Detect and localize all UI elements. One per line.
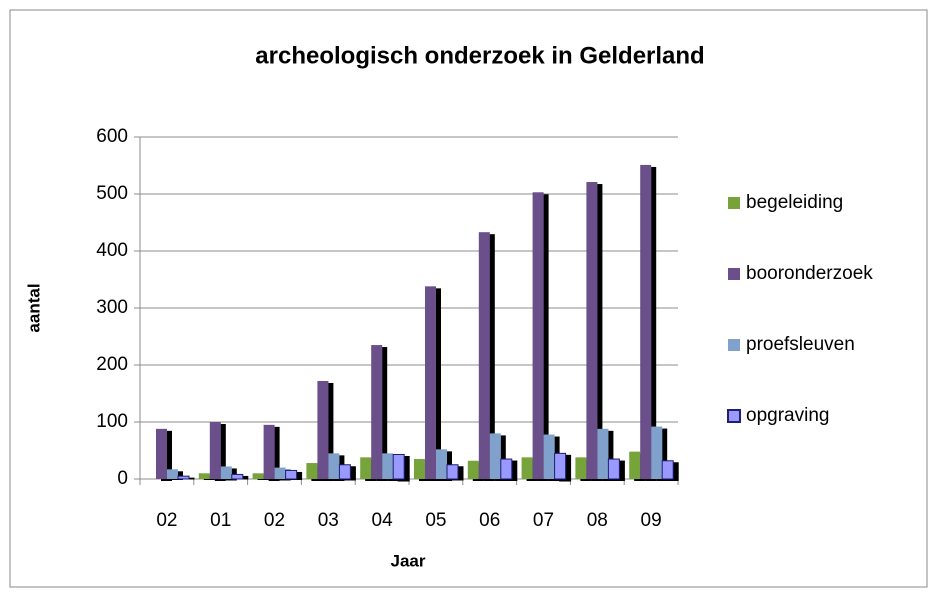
bar [467, 460, 479, 479]
bar [446, 464, 459, 480]
bar [263, 424, 275, 479]
bar [252, 473, 264, 479]
legend-label: begeleiding [746, 192, 843, 213]
bar [328, 453, 340, 479]
legend-swatch [727, 409, 741, 423]
bar [597, 428, 609, 479]
y-tick-label: 400 [96, 240, 128, 261]
bar [436, 449, 447, 479]
y-tick-label: 100 [96, 411, 128, 432]
bar [317, 380, 329, 479]
bar [220, 466, 232, 479]
y-tick-label: 500 [96, 183, 128, 204]
y-tick-label: 300 [96, 297, 128, 318]
bar [629, 451, 641, 479]
bar [651, 426, 663, 479]
bar [338, 464, 351, 480]
bar [167, 469, 178, 479]
bar [177, 475, 190, 480]
x-tick-label: 03 [318, 510, 339, 531]
bar [209, 422, 221, 479]
x-tick-label: 06 [479, 510, 500, 531]
x-tick-label: 09 [641, 510, 662, 531]
bar [371, 345, 383, 479]
x-tick-label: 02 [156, 510, 177, 531]
legend-label: opgraving [746, 405, 829, 426]
x-tick-label: 04 [372, 510, 394, 531]
y-tick-label: 0 [117, 468, 128, 489]
bar [640, 164, 652, 479]
bar [554, 452, 567, 480]
bar [198, 473, 210, 479]
legend-label: proefsleuven [746, 334, 855, 355]
chart-title: archeologisch onderzoek in Gelderland [255, 42, 704, 69]
bar [274, 467, 286, 479]
y-tick-label: 600 [96, 126, 128, 147]
bar [285, 469, 298, 480]
bar [231, 473, 244, 480]
bar [414, 459, 425, 479]
bar [532, 192, 544, 480]
bar [500, 458, 513, 480]
x-tick-label: 07 [533, 510, 554, 531]
bar [156, 428, 167, 479]
x-tick-label: 01 [210, 510, 231, 531]
legend-swatch [728, 268, 740, 280]
bar [521, 457, 533, 479]
bar [575, 457, 587, 479]
bar [382, 453, 394, 479]
bar [607, 458, 620, 480]
legend-swatch [728, 339, 740, 351]
x-tick-label: 05 [425, 510, 446, 531]
bar [478, 232, 490, 479]
legend-swatch [728, 197, 740, 209]
chart-frame [9, 9, 928, 588]
bar [489, 433, 501, 479]
x-tick-label: 08 [587, 510, 608, 531]
bar [392, 453, 405, 480]
x-tick-label: 02 [264, 510, 285, 531]
bar [661, 460, 674, 480]
bar [306, 463, 318, 479]
y-axis-label: aantal [24, 283, 43, 332]
bar [543, 434, 555, 479]
bar [586, 182, 598, 479]
legend-label: booronderzoek [746, 263, 873, 284]
x-axis-label: Jaar [391, 551, 426, 570]
bar [425, 286, 436, 479]
y-tick-label: 200 [96, 354, 128, 375]
bar [360, 457, 372, 479]
